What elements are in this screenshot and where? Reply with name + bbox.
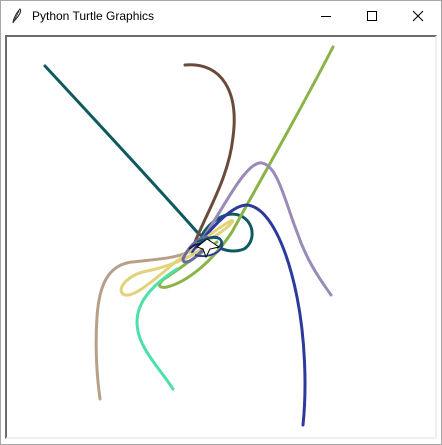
curve-tan — [94, 247, 197, 401]
curve-pale-yellow — [119, 218, 234, 297]
minimize-icon — [321, 16, 331, 17]
curve-dark-teal — [43, 64, 254, 253]
turtle-arrow-icon — [195, 238, 221, 259]
maximize-button[interactable] — [349, 1, 395, 31]
curve-lavender — [195, 161, 333, 297]
maximize-icon — [367, 11, 377, 21]
curve-navy-blue — [190, 203, 307, 427]
close-icon — [412, 10, 424, 22]
feather-icon — [9, 8, 25, 24]
title-bar[interactable]: Python Turtle Graphics — [1, 1, 441, 31]
turtle-canvas[interactable] — [5, 35, 437, 439]
window-title: Python Turtle Graphics — [32, 9, 155, 23]
curve-mint — [135, 267, 179, 391]
minimize-button[interactable] — [303, 1, 349, 31]
close-button[interactable] — [395, 1, 441, 31]
drawing-surface — [43, 45, 335, 427]
curve-brown — [183, 63, 236, 244]
